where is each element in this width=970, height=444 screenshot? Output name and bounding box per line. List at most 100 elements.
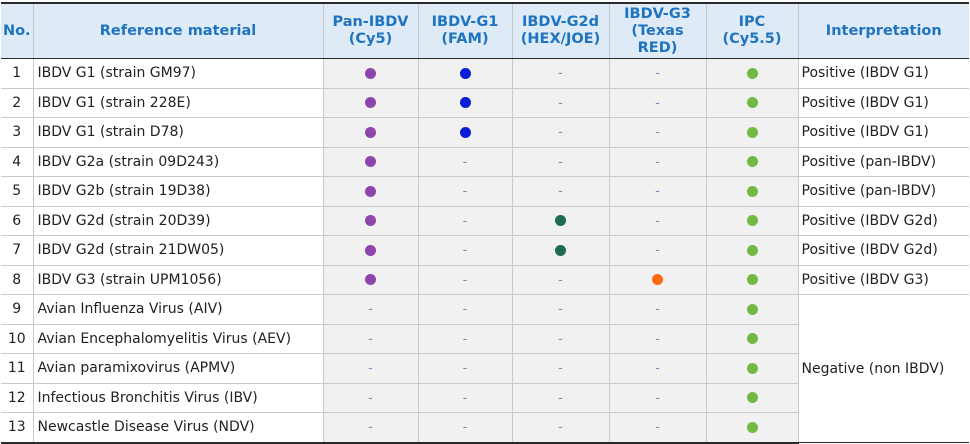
positive-dot-icon [365,215,376,227]
positive-dot-icon [365,67,376,79]
reference-material-cell: IBDV G2b (strain 19D38) [32,176,323,207]
row-number: 10 [1,324,33,354]
negative-dash: - [655,213,660,229]
result-cell-g1: - [417,235,512,266]
row-number: 9 [1,294,33,325]
result-cell-g3: - [608,206,706,236]
positive-dot-icon [555,215,566,227]
result-cell-g3: - [608,294,706,325]
result-cell-g1: - [417,294,512,325]
negative-dash: - [558,361,563,377]
header-ibdv-g2d-dye: (HEX/JOE) [520,31,601,47]
result-cell-pan-ibdv [322,265,418,295]
negative-dash: - [462,272,468,288]
row-number: 13 [1,412,33,444]
result-cell-pan-ibdv: - [322,412,418,444]
positive-dot-icon [555,244,566,256]
table-row: 5 IBDV G2b (strain 19D38) - - - Positive (pan… [1,176,969,207]
result-cell-g3 [608,265,706,295]
result-cell-pan-ibdv [322,117,418,148]
positive-dot-icon [746,362,758,374]
header-ibdv-g3-name: IBDV-G3 [624,5,691,22]
positive-dot-icon [746,126,758,138]
result-cell-g2d: - [511,294,609,325]
result-cell-g2d: - [511,147,609,177]
result-cell-pan-ibdv: - [322,294,418,325]
table-row: 1 IBDV G1 (strain GM97) - - Positive (IBDV G… [1,58,969,89]
row-number: 7 [1,235,33,266]
negative-dash: - [462,361,468,377]
reference-material-cell: IBDV G1 (strain GM97) [32,58,323,89]
negative-dash: - [558,390,563,406]
positive-dot-icon [746,156,758,168]
positive-dot-icon [459,67,471,79]
result-cell-g3: - [608,147,706,177]
header-ipc-name: IPC [738,14,766,30]
negative-dash: - [462,243,468,259]
reference-material-cell: Avian Influenza Virus (AIV) [32,294,323,325]
table-row: 3 IBDV G1 (strain D78) - - Positive (IBDV G1… [1,117,969,148]
result-cell-g2d: - [511,265,609,295]
header-interpretation: Interpretation [797,2,969,59]
header-ibdv-g2d-name: IBDV-G2d [521,14,600,30]
result-cell-g1: - [417,324,512,354]
row-number: 12 [1,383,33,413]
reference-material-cell: IBDV G2a (strain 09D243) [32,147,323,177]
result-cell-g1: - [417,383,512,413]
negative-dash: - [558,272,563,288]
header-row: No. Reference material Pan-IBDV (Cy5) IBD… [1,2,969,59]
header-no: No. [1,2,33,59]
result-cell-g1 [417,58,512,89]
result-cell-ipc [705,58,798,89]
result-cell-ipc [705,265,798,295]
result-cell-g2d: - [511,58,609,89]
table-row: 2 IBDV G1 (strain 228E) - - Positive (IBDV G… [1,88,969,118]
negative-dash: - [655,420,660,436]
negative-dash: - [558,66,563,82]
result-cell-ipc [705,294,798,325]
result-cell-g3: - [608,235,706,266]
header-ibdv-g1-name: IBDV-G1 [431,14,499,30]
interpretation-cell: Positive (pan-IBDV) [797,147,969,177]
result-cell-pan-ibdv [322,88,418,118]
result-cell-g1 [417,117,512,148]
negative-dash: - [368,302,373,318]
result-cell-g2d: - [511,117,609,148]
negative-dash: - [655,154,660,170]
row-number: 8 [1,265,33,295]
header-ibdv-g3-dye: (Texas RED) [631,22,684,56]
positive-dot-icon [746,244,758,256]
positive-dot-icon [365,126,376,138]
result-cell-g1: - [417,147,512,177]
positive-dot-icon [365,156,376,168]
negative-dash: - [655,390,660,406]
header-ibdv-g3: IBDV-G3 (Texas RED) [608,2,706,59]
header-pan-ibdv-dye: (Cy5) [348,31,393,47]
reference-material-cell: IBDV G1 (strain 228E) [32,88,323,118]
table-row: 6 IBDV G2d (strain 20D39) - - Positive (IBDV… [1,206,969,236]
result-cell-g3: - [608,353,706,384]
negative-dash: - [462,420,468,436]
positive-dot-icon [365,185,376,197]
positive-dot-icon [746,333,758,345]
row-number: 2 [1,88,33,118]
result-cell-g1: - [417,206,512,236]
result-cell-ipc [705,206,798,236]
positive-dot-icon [746,67,758,79]
interpretation-negative-cell: Negative (non IBDV) [797,294,969,443]
negative-dash: - [655,302,660,318]
table-row: 7 IBDV G2d (strain 21DW05) - - Positive (IBD… [1,235,969,266]
negative-dash: - [368,390,373,406]
negative-dash: - [462,184,468,200]
header-pan-ibdv: Pan-IBDV (Cy5) [322,2,418,59]
positive-dot-icon [746,215,758,227]
reference-material-cell: IBDV G2d (strain 20D39) [32,206,323,236]
negative-dash: - [462,302,468,318]
result-cell-ipc [705,353,798,384]
result-cell-g2d: - [511,176,609,207]
reference-material-cell: Avian Encephalomyelitis Virus (AEV) [32,324,323,354]
positive-dot-icon [746,421,758,433]
header-ibdv-g1-dye: (FAM) [441,31,489,47]
result-cell-pan-ibdv: - [322,324,418,354]
result-cell-ipc [705,383,798,413]
